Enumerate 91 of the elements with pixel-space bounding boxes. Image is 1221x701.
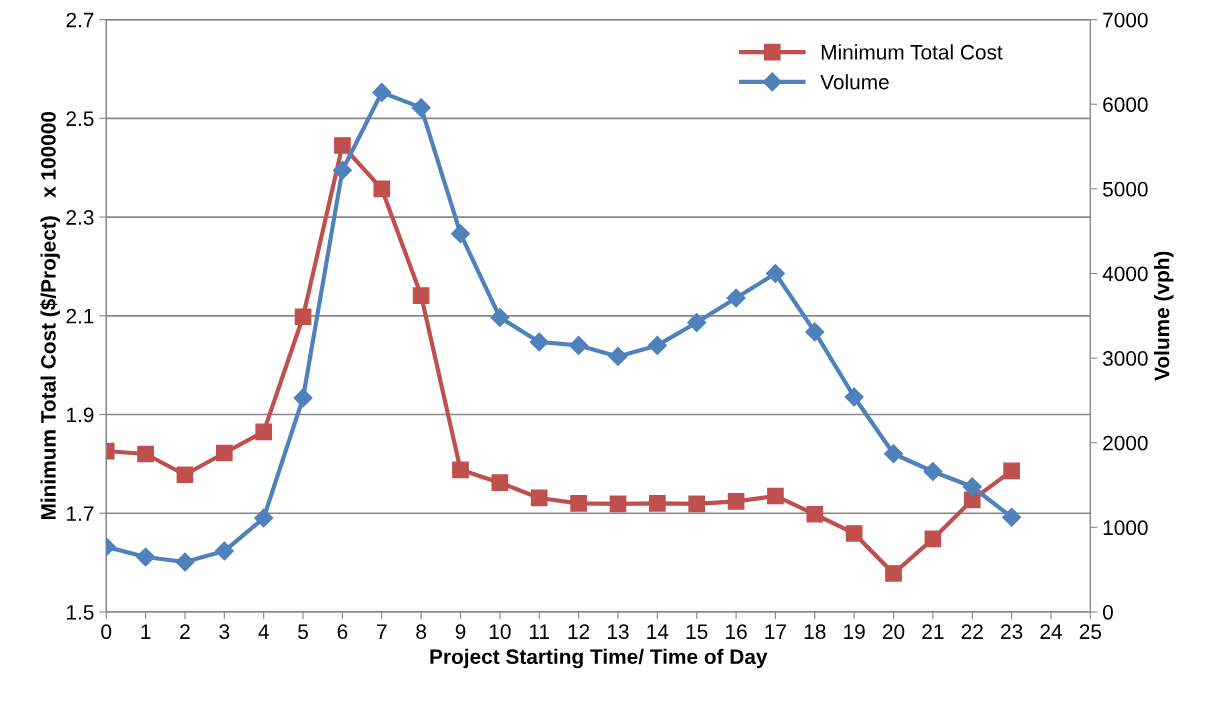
x-tick-label: 9: [455, 624, 466, 640]
point: [334, 137, 351, 154]
x-tick-label: 16: [726, 624, 747, 640]
point: [569, 335, 589, 355]
point: [176, 466, 194, 484]
point: [608, 346, 628, 366]
point: [609, 495, 627, 513]
x-tick-label: 24: [1040, 624, 1062, 639]
x-tick-label: 5: [298, 624, 308, 640]
y-tick-label: 2.7: [66, 12, 94, 28]
point: [452, 461, 469, 479]
point: [372, 82, 392, 102]
x-tick-label: 22: [961, 624, 983, 639]
point: [687, 313, 707, 333]
x-tick-label: 8: [416, 624, 427, 640]
x-tick-label: 4: [258, 624, 269, 639]
point: [294, 308, 312, 326]
point: [373, 180, 391, 198]
point: [332, 160, 352, 180]
x-tick-label: 23: [1001, 624, 1023, 640]
point: [649, 495, 666, 512]
x-tick-label: 17: [765, 624, 786, 639]
y2-axis-title: Volume (vph): [1154, 251, 1174, 381]
x-tick-label: 2: [180, 624, 190, 639]
point: [175, 552, 195, 572]
x-tick-label: 1: [141, 624, 151, 639]
x-tick-label: 20: [882, 624, 905, 640]
y-axis-title: Minimum Total Cost ($/Project) x 100000: [40, 111, 60, 520]
point: [885, 565, 902, 582]
point: [767, 487, 784, 505]
point: [845, 525, 863, 542]
x-tick-label: 3: [219, 624, 230, 640]
y2-tick-label: 5000: [1102, 181, 1148, 197]
y-tick-label: 2.3: [66, 210, 94, 225]
point: [806, 505, 824, 523]
y2-tick-label: 1000: [1103, 520, 1148, 536]
point: [215, 444, 233, 462]
point: [883, 444, 904, 464]
y-tick-label: 1.9: [67, 407, 94, 423]
x-tick-label: 10: [489, 624, 511, 640]
point: [254, 508, 274, 528]
point: [412, 287, 430, 304]
point: [727, 493, 745, 510]
point: [805, 322, 825, 342]
point: [530, 489, 548, 507]
point: [647, 335, 667, 355]
x-tick-label: 7: [377, 624, 387, 639]
x-tick-label: 14: [647, 624, 669, 639]
point: [1002, 507, 1022, 527]
point: [765, 263, 785, 284]
point: [136, 547, 156, 567]
point: [726, 288, 746, 308]
point: [962, 477, 982, 497]
point: [214, 541, 234, 561]
point: [411, 98, 431, 118]
point: [255, 423, 273, 441]
x-axis-title: Project Starting Time/ Time of Day: [430, 648, 768, 669]
y2-tick-label: 7000: [1103, 12, 1148, 28]
x-tick-label: 6: [337, 624, 348, 640]
y-tick-label: 1.5: [67, 605, 94, 620]
x-tick-label: 18: [804, 624, 826, 640]
x-tick-label: 15: [686, 624, 708, 640]
x-tick-label: 11: [530, 624, 550, 639]
x-tick-label: 0: [101, 624, 112, 640]
point: [844, 387, 864, 407]
x-tick-label: 12: [568, 624, 590, 639]
y-tick-label: 2.1: [66, 308, 94, 324]
y-tick-label: 1.7: [67, 506, 94, 521]
point: [137, 445, 154, 463]
x-tick-label: 25: [1079, 624, 1102, 640]
legend-label: Volume: [820, 74, 889, 90]
point: [688, 495, 706, 513]
x-tick-label: 19: [844, 624, 865, 640]
point: [293, 388, 313, 408]
x-tick-label: 21: [922, 624, 944, 639]
point: [450, 224, 471, 244]
x-tick-label: 13: [607, 624, 629, 640]
point: [570, 495, 587, 512]
y2-tick-label: 2000: [1103, 435, 1148, 451]
point: [924, 530, 942, 548]
legend-label: Minimum Total Cost: [821, 44, 1003, 60]
point: [491, 474, 509, 491]
y-tick-label: 2.5: [66, 111, 94, 127]
point: [529, 332, 549, 352]
point: [923, 461, 943, 482]
y2-tick-label: 3000: [1102, 351, 1148, 366]
y2-tick-label: 4000: [1102, 266, 1148, 282]
point: [1003, 462, 1020, 480]
point: [490, 307, 510, 328]
y2-tick-label: 6000: [1103, 97, 1148, 112]
y2-tick-label: 0: [1102, 604, 1113, 620]
